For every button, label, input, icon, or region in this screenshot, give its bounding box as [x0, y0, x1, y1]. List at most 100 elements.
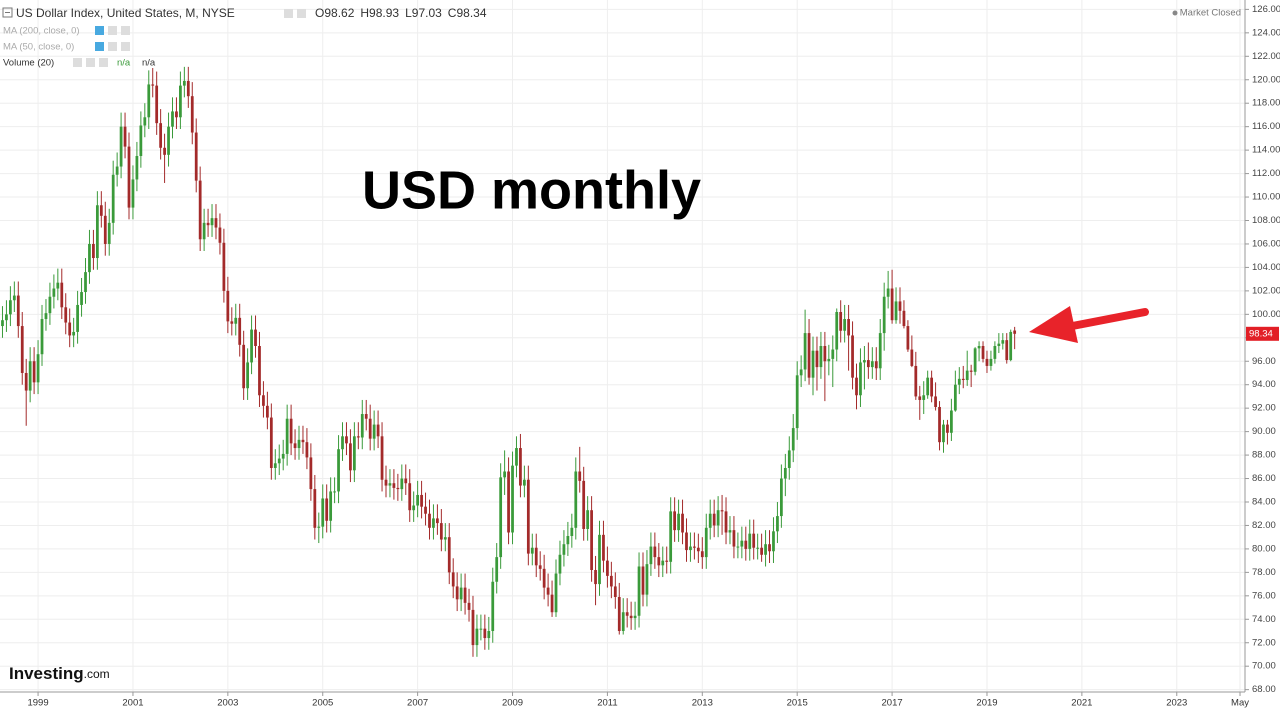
candle-body — [321, 498, 325, 527]
y-tick-label: 80.00 — [1252, 543, 1276, 554]
candle-body — [946, 424, 949, 433]
candle-body — [530, 547, 534, 554]
candle-body — [285, 418, 289, 454]
candle-body — [99, 205, 103, 216]
candle-body — [115, 166, 119, 175]
candle-body — [135, 155, 139, 180]
grid — [0, 0, 1245, 692]
candle-body — [289, 418, 293, 444]
candle-body — [724, 511, 728, 533]
candle-body — [942, 424, 945, 443]
candle-body — [277, 458, 281, 464]
candle-body — [103, 215, 107, 244]
candle-body — [123, 126, 127, 147]
candle-body — [776, 516, 779, 532]
candle-body — [151, 84, 155, 86]
indicator-label: MA (200, close, 0) — [3, 26, 80, 37]
candle-body — [60, 282, 64, 308]
candle-body — [704, 527, 708, 558]
candle-body — [689, 546, 692, 551]
candle-body — [76, 304, 79, 332]
indicator-label: Volume (20) — [3, 58, 54, 69]
y-tick-label: 112.00 — [1252, 168, 1280, 179]
candle-body — [72, 331, 76, 336]
settings-icon[interactable] — [73, 58, 82, 67]
candle-body — [139, 125, 143, 156]
y-tick-label: 84.00 — [1252, 497, 1276, 508]
settings-icon[interactable] — [95, 42, 104, 51]
candle-body — [159, 123, 163, 148]
candle-body — [934, 396, 937, 407]
candle-body — [621, 612, 625, 632]
logo-suffix: .com — [84, 667, 110, 681]
x-tick-label: 2019 — [976, 698, 997, 709]
candle-body — [882, 296, 886, 334]
header-icon[interactable] — [297, 9, 306, 18]
arrow — [1029, 306, 1149, 343]
candle-body — [558, 554, 562, 574]
candle-body — [740, 540, 744, 547]
ohlc-value: 97.03 — [412, 6, 442, 20]
y-tick-label: 120.00 — [1252, 74, 1280, 85]
candle-body — [218, 227, 222, 243]
candle-body — [566, 536, 570, 545]
candle-body — [313, 489, 317, 528]
chart-title: US Dollar Index, United States, M, NYSE — [16, 6, 235, 20]
candle-body — [28, 361, 32, 391]
close-icon[interactable] — [121, 42, 130, 51]
candle-body — [657, 557, 661, 566]
candle-body — [870, 361, 874, 368]
candle-body — [475, 628, 479, 646]
candle-body — [309, 457, 313, 490]
y-tick-label: 72.00 — [1252, 637, 1276, 648]
candle-body — [44, 313, 48, 320]
candle-body — [764, 544, 767, 555]
candle-body — [420, 494, 423, 507]
candle-body — [1, 320, 4, 327]
candle-body — [752, 533, 756, 548]
x-tick-label: 2009 — [502, 698, 523, 709]
candle-body — [918, 396, 922, 400]
candle-body — [459, 587, 463, 600]
settings-icon[interactable] — [95, 26, 104, 35]
y-tick-label: 102.00 — [1252, 285, 1280, 296]
candle-body — [380, 436, 384, 480]
candle-body — [356, 436, 360, 438]
candle-body — [736, 546, 740, 548]
candle-body — [1005, 340, 1009, 361]
candle-body — [926, 377, 930, 396]
candle-body — [507, 471, 510, 533]
candle-body — [839, 311, 843, 331]
close-icon[interactable] — [121, 26, 130, 35]
candle-body — [606, 560, 609, 576]
candle-body — [273, 463, 277, 468]
hide-icon[interactable] — [108, 42, 117, 51]
close-icon[interactable] — [99, 58, 108, 67]
logo-text: Investing — [9, 664, 84, 683]
candle-body — [80, 292, 83, 305]
candle-body — [538, 565, 542, 569]
candle-body — [977, 346, 981, 349]
y-tick-label: 116.00 — [1252, 121, 1280, 132]
x-tick-label: 2021 — [1071, 698, 1092, 709]
candle-body — [969, 370, 973, 372]
x-tick-label: 2003 — [217, 698, 238, 709]
x-tick-label: May — [1231, 698, 1249, 709]
hide-icon[interactable] — [108, 26, 117, 35]
candle-body — [24, 372, 28, 391]
candle-body — [455, 586, 459, 600]
candle-body — [179, 85, 182, 118]
y-tick-label: 82.00 — [1252, 520, 1276, 531]
candle-body — [708, 513, 712, 528]
candle-body — [950, 410, 953, 433]
candle-body — [902, 310, 906, 327]
header-icon[interactable] — [284, 9, 293, 18]
candle-body — [855, 377, 858, 396]
y-tick-label: 118.00 — [1252, 98, 1280, 109]
candle-body — [661, 560, 665, 566]
candle-body — [673, 511, 677, 531]
hide-icon[interactable] — [86, 58, 95, 67]
candle-body — [779, 478, 783, 517]
collapse-icon[interactable] — [2, 7, 13, 18]
candle-body — [641, 566, 645, 595]
